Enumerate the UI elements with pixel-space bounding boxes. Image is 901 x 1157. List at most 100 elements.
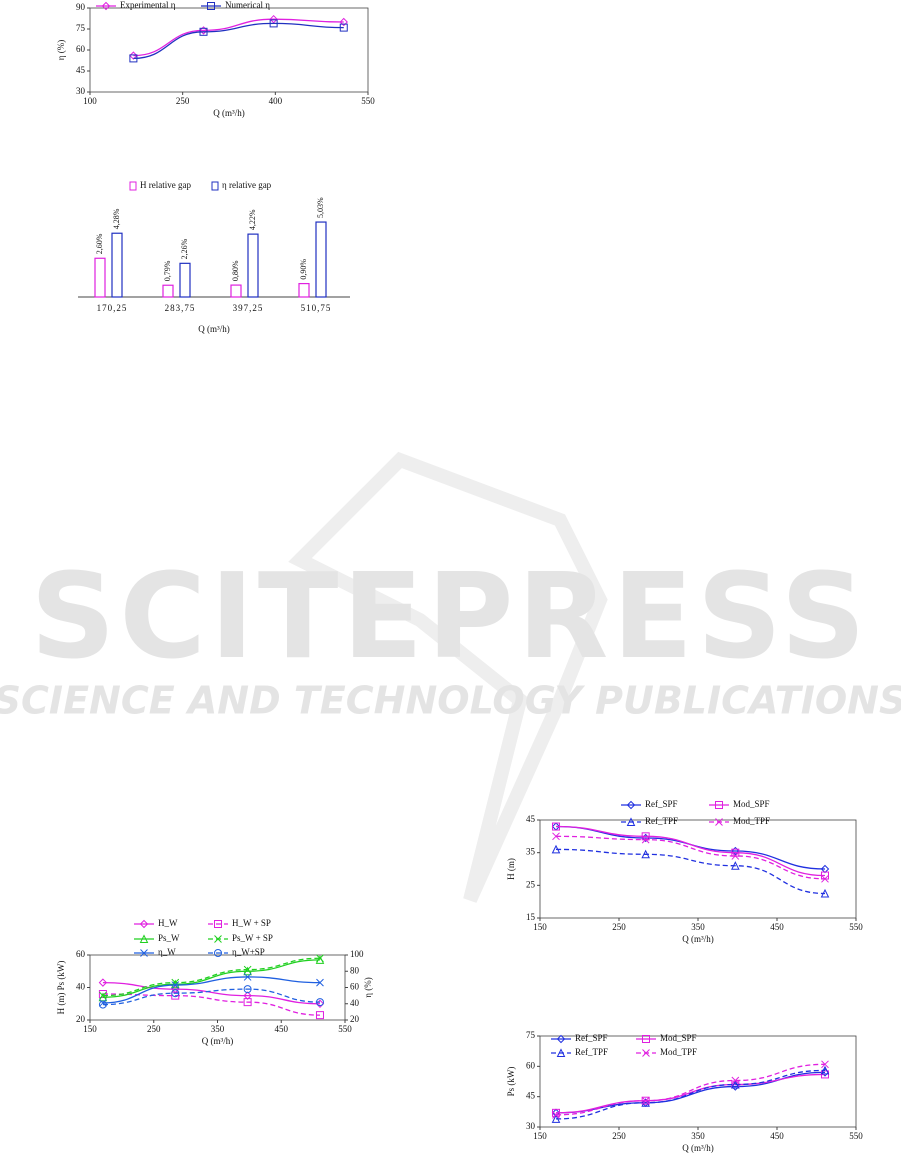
marker (315, 998, 324, 1007)
y-tick-label: 30 (526, 1121, 536, 1131)
x-tick-label: 450 (770, 1131, 784, 1141)
legend-label: Mod_TPF (733, 816, 770, 826)
bar (162, 284, 174, 298)
marker (626, 800, 636, 810)
marker (139, 919, 149, 929)
x-tick-label: 350 (691, 1131, 705, 1141)
marker (207, 2, 215, 10)
marker (552, 1111, 560, 1119)
y-axis-label: H (m) Ps (kW) (56, 961, 66, 1015)
x-tick-label: 450 (770, 922, 784, 932)
legend-label: Experimental η (120, 0, 176, 10)
plot-frame (89, 7, 369, 93)
value-label: 4,28% (112, 208, 121, 229)
marker (243, 965, 252, 974)
marker (551, 1114, 561, 1123)
marker (641, 1096, 650, 1105)
series-line (555, 1073, 825, 1114)
marker (551, 844, 561, 854)
marker (139, 934, 149, 943)
marker (199, 27, 208, 36)
marker (316, 954, 324, 963)
y-tick-label: 25 (526, 879, 536, 889)
y-tick-label: 45 (526, 814, 536, 824)
x-axis-label: Q (m³/h) (682, 934, 713, 944)
chart: 150 250 350 450 550 30 45 60 75 Q (m³/h) Ps (kW) Re… (506, 1030, 863, 1153)
marker (731, 846, 740, 856)
value-label: 0,79% (163, 260, 172, 281)
marker (199, 26, 208, 35)
watermark-title: SCITEPRESS (30, 547, 869, 685)
marker (129, 54, 138, 63)
x-tick-label: 400 (269, 96, 283, 106)
x-tick-label: 550 (849, 1131, 863, 1141)
marker (731, 852, 740, 860)
marker (99, 999, 107, 1007)
marker (214, 935, 222, 943)
series-line (102, 976, 320, 1004)
watermark: SCITEPRESS SCIENCE AND TECHNOLOGY PUBLIC… (0, 451, 901, 903)
x-tick-label: 150 (533, 922, 547, 932)
y-axis-label: H (m) (506, 858, 516, 880)
series-line (555, 835, 825, 880)
marker (641, 849, 650, 859)
x-tick-label: 510,75 (301, 303, 332, 313)
x-tick-label: 397,25 (233, 303, 264, 313)
x-tick-label: 350 (691, 922, 705, 932)
marker (243, 998, 252, 1007)
y-tick-label: 90 (76, 2, 86, 12)
series-line (133, 18, 344, 57)
watermark-logo (288, 451, 608, 903)
x-tick-label: 150 (83, 1024, 97, 1034)
y-tick-label: 45 (526, 1091, 536, 1101)
plot-frame (89, 954, 346, 1021)
series-line (133, 22, 344, 60)
bar (94, 257, 106, 298)
marker (820, 1065, 830, 1075)
marker (98, 1000, 107, 1009)
marker (269, 14, 278, 24)
legend-label: H_W (158, 918, 178, 928)
x-tick-label: 150 (533, 1131, 547, 1141)
chart: 100 250 400 550 30 45 60 75 90 Q (m³/h) η (%) Exper… (56, 0, 375, 118)
y-axis-label: η (%) (56, 40, 66, 60)
x-tick-label: 250 (147, 1024, 161, 1034)
series-line (102, 959, 320, 998)
marker (339, 17, 348, 27)
marker (715, 818, 723, 826)
marker (99, 991, 107, 1000)
bar (230, 284, 242, 298)
x-tick-label: 100 (83, 96, 97, 106)
y-tick-label: 60 (76, 949, 86, 959)
y2-tick-label: 80 (350, 965, 360, 975)
y-tick-label: 45 (76, 65, 86, 75)
marker (626, 817, 636, 826)
x-tick-label: 170,25 (97, 303, 128, 313)
marker (339, 23, 348, 32)
bar (111, 232, 123, 298)
y-axis-label: Ps (kW) (506, 1067, 516, 1097)
marker (315, 1011, 324, 1020)
x-tick-label: 250 (612, 1131, 626, 1141)
x-axis-label: Q (m³/h) (202, 1036, 233, 1046)
x-tick-label: 250 (612, 922, 626, 932)
y-tick-label: 35 (526, 847, 536, 857)
legend-label: Mod_TPF (660, 1047, 697, 1057)
x-tick-label: 550 (361, 96, 375, 106)
bar (247, 233, 259, 298)
y-tick-label: 75 (76, 23, 86, 33)
value-label: 2,60% (95, 233, 104, 254)
series-line (555, 825, 825, 870)
series-line (555, 825, 825, 877)
marker (552, 832, 560, 841)
legend-label: η relative gap (222, 180, 272, 190)
legend-label: H_W + SP (232, 918, 271, 928)
chart: 150 250 350 450 550 15 25 35 45 Q (m³/h) H (m) Ref_… (506, 799, 863, 944)
legend-label: η_W+SP (232, 947, 265, 957)
marker (140, 949, 148, 957)
marker (214, 949, 222, 957)
marker (101, 1, 111, 11)
value-label: 0,80% (231, 260, 240, 281)
